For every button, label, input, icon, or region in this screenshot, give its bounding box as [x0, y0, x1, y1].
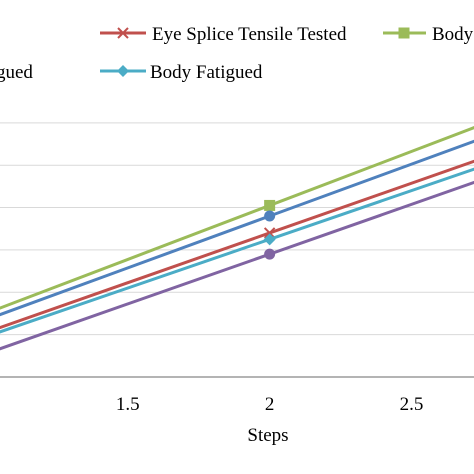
data-point-1-2 — [263, 227, 276, 239]
legend-marker — [398, 27, 410, 39]
series-5 — [0, 180, 474, 351]
data-point-2-2 — [264, 199, 276, 211]
x-tick-label: 1.5 — [116, 394, 140, 415]
data-point-5-2 — [264, 248, 276, 260]
legend-label: gued — [0, 62, 33, 83]
series-line-2 — [0, 126, 474, 310]
x-axis-label: Steps — [247, 425, 288, 446]
x-tick-label: 2 — [265, 394, 275, 415]
legend-label: Body — [432, 24, 474, 45]
series-layer — [0, 126, 474, 351]
data-point-4-2 — [263, 233, 276, 246]
legend: Eye Splice Tensile Tested Body gued Body Fa… — [0, 24, 474, 83]
legend-entry-3: gued — [0, 62, 33, 83]
legend-entry-4: Body Fatigued — [100, 62, 263, 83]
legend-label: Body Fatigued — [150, 62, 263, 83]
data-point-3-2 — [264, 210, 276, 222]
legend-marker — [117, 65, 129, 77]
series-1 — [0, 159, 474, 330]
x-tick-labels: 1.5 2 2.5 — [116, 394, 424, 415]
x-tick-label: 2.5 — [400, 394, 424, 415]
legend-entry-1: Eye Splice Tensile Tested — [100, 24, 347, 45]
series-line-4 — [0, 167, 474, 334]
series-3 — [0, 139, 474, 317]
series-line-5 — [0, 180, 474, 351]
series-line-3 — [0, 139, 474, 317]
legend-marker — [117, 27, 129, 39]
legend-entry-2: Body — [383, 24, 474, 45]
series-line-1 — [0, 159, 474, 330]
legend-label: Eye Splice Tensile Tested — [152, 24, 347, 45]
series-4 — [0, 167, 474, 334]
series-2 — [0, 126, 474, 310]
